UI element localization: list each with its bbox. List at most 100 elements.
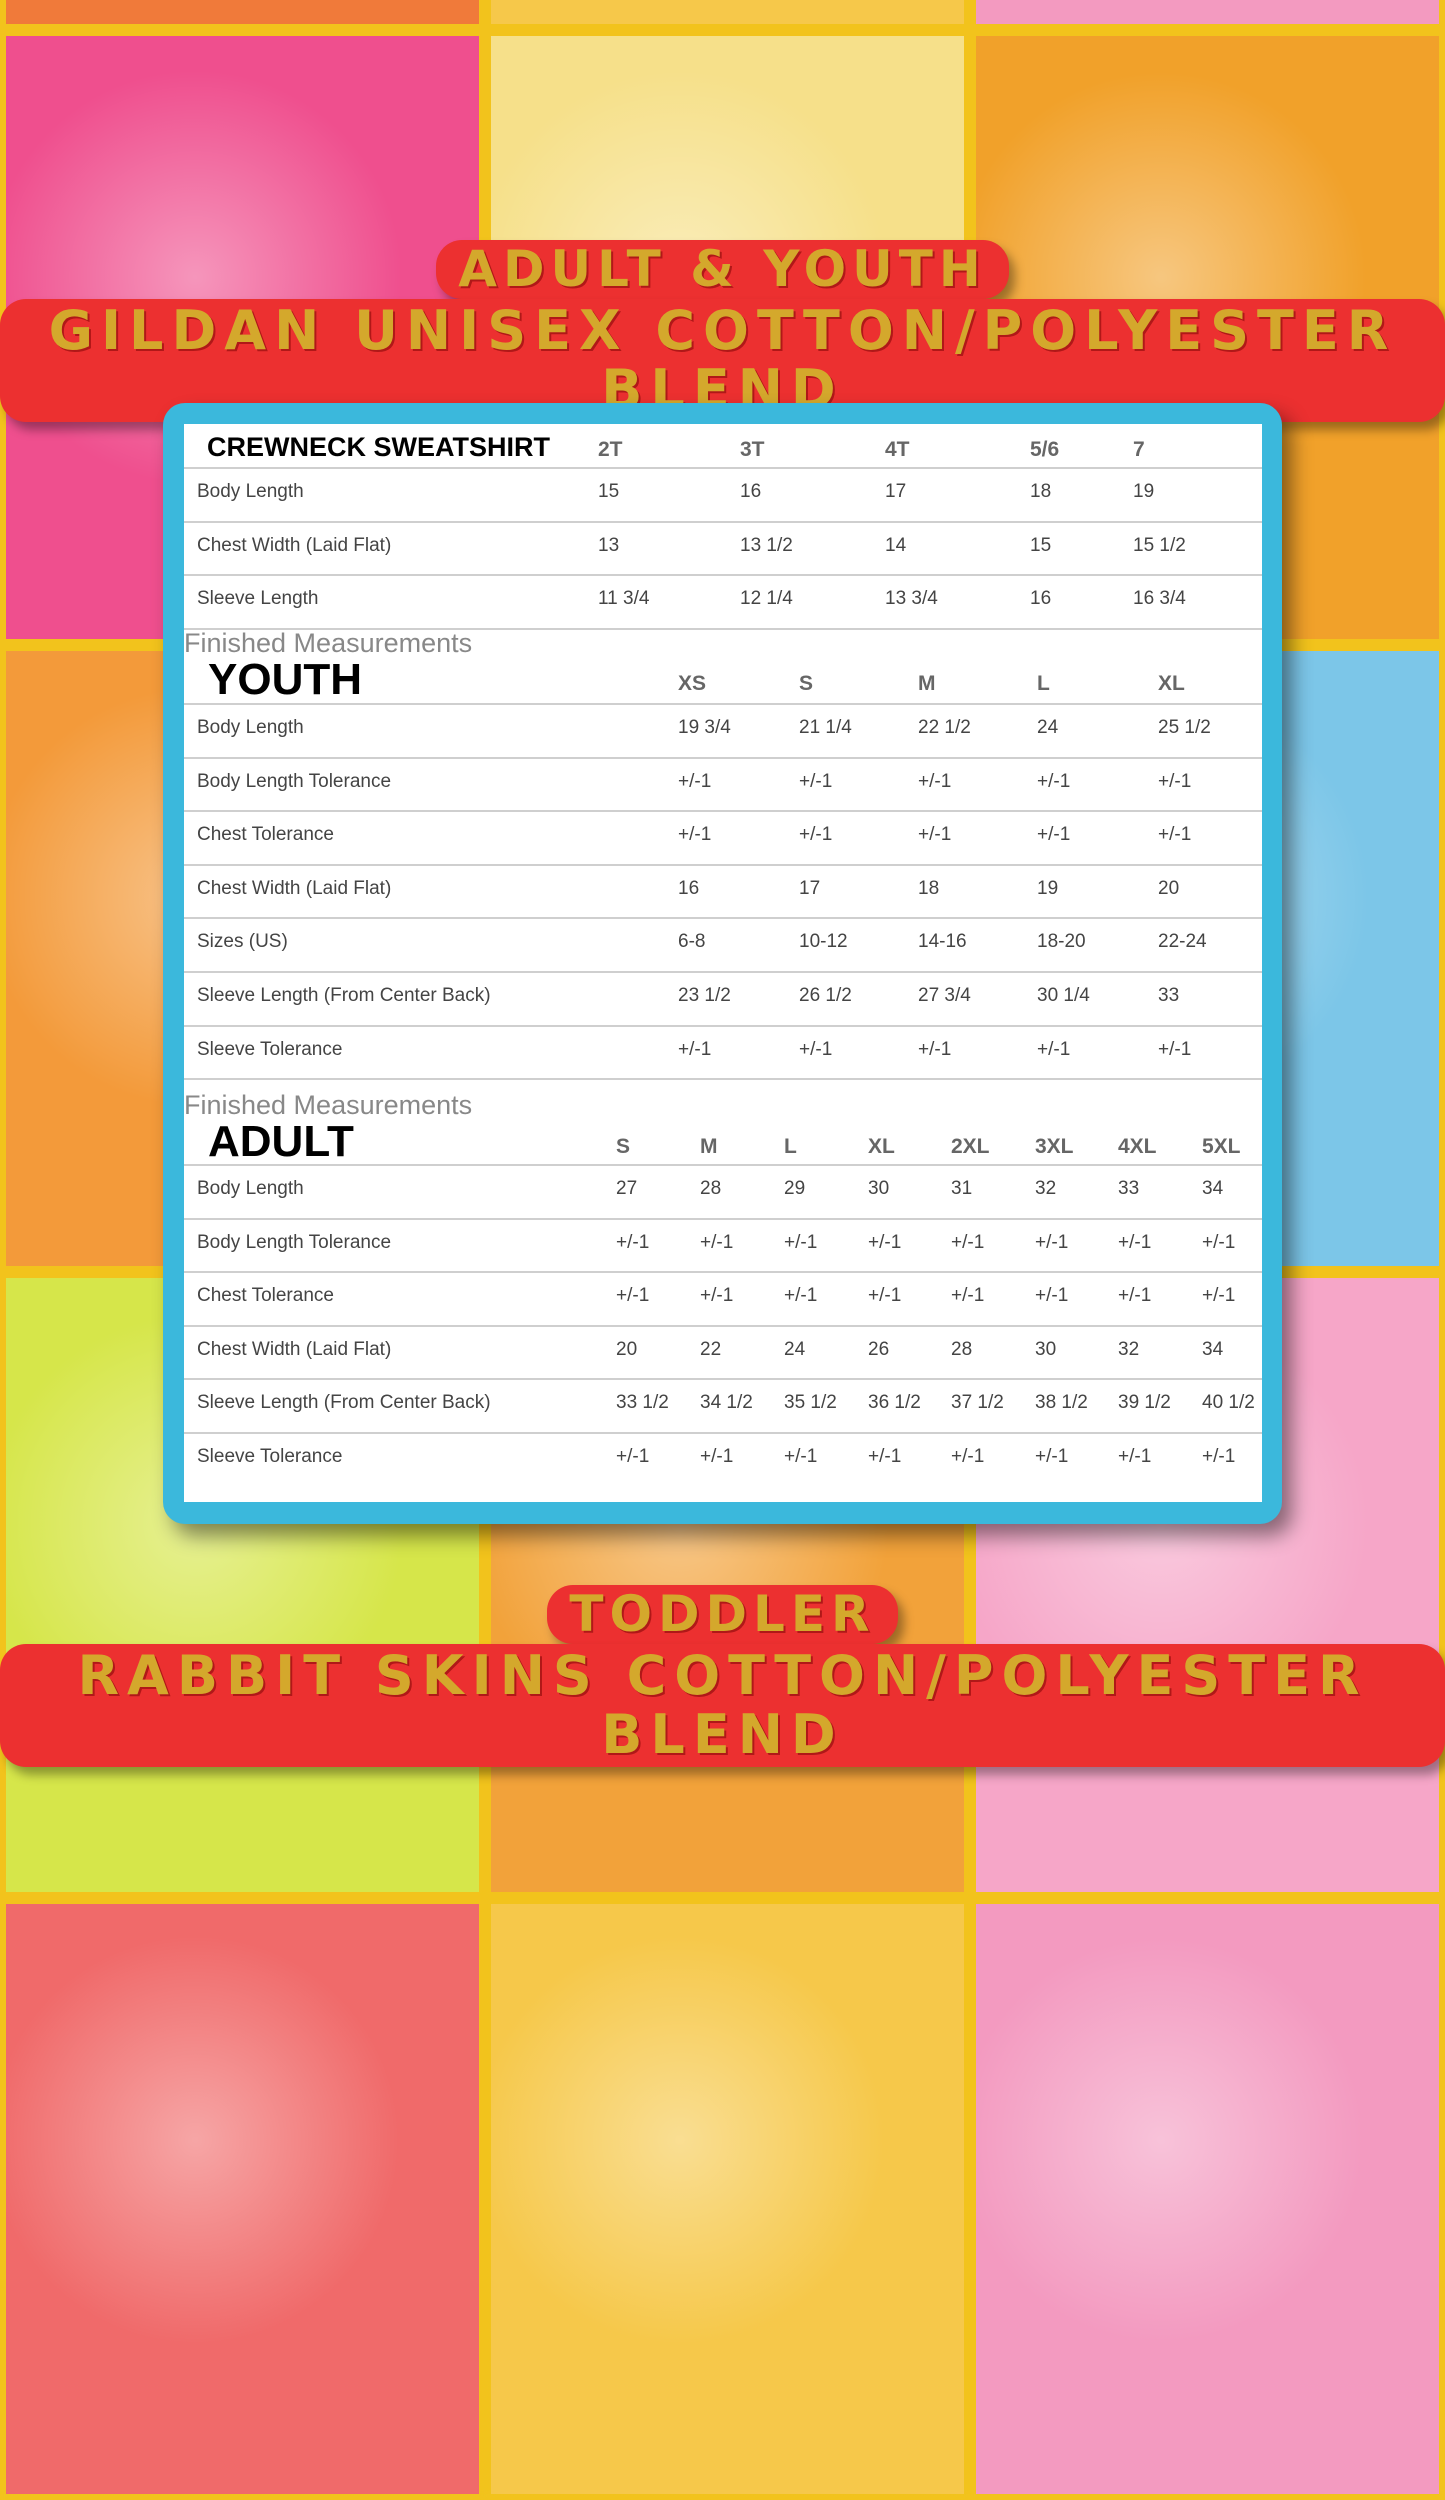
row-label: Sizes (US) (197, 931, 288, 953)
table-cell: +/-1 (918, 1038, 952, 1060)
row-divider (184, 467, 1262, 469)
table-cell: 39 1/2 (1118, 1392, 1171, 1414)
table-cell: +/-1 (868, 1446, 902, 1467)
row-label: Sleeve Length (From Center Back) (197, 1392, 491, 1414)
size-header: 4T (885, 438, 910, 461)
table-cell: 26 1/2 (799, 985, 852, 1006)
table-cell: 19 (1133, 481, 1155, 502)
table-cell: +/-1 (1037, 770, 1071, 792)
table-cell: 13 1/2 (740, 534, 793, 556)
table-cell: +/-1 (918, 770, 952, 792)
table-cell: 20 (616, 1338, 638, 1360)
table-cell: 21 1/4 (799, 717, 852, 738)
row-divider (184, 917, 1262, 920)
row-divider (184, 1432, 1262, 1434)
table-cell: 15 (1030, 534, 1052, 556)
table-cell: +/-1 (678, 1038, 712, 1060)
size-header: M (700, 1135, 718, 1158)
row-divider (184, 1024, 1262, 1027)
table-cell: +/-1 (1118, 1285, 1152, 1307)
row-label: Body Length Tolerance (197, 770, 392, 792)
table-cell: +/-1 (1035, 1231, 1069, 1253)
table-cell: 11 3/4 (598, 588, 650, 609)
table-cell: 38 1/2 (1035, 1392, 1088, 1414)
table-cell: 18 (918, 877, 940, 899)
size-header: S (616, 1135, 631, 1158)
table-cell: 22 1/2 (918, 717, 971, 738)
table-cell: +/-1 (951, 1231, 985, 1253)
row-divider (184, 756, 1262, 759)
table-cell: +/-1 (799, 770, 833, 792)
table-cell: +/-1 (1158, 824, 1192, 846)
table-cell: 33 (1158, 985, 1180, 1006)
row-label: Sleeve Length (From Center Back) (197, 985, 491, 1006)
table-cell: 37 1/2 (951, 1392, 1004, 1414)
table-cell: 16 (678, 877, 700, 899)
background-tile (485, 0, 970, 30)
table-cell: +/-1 (784, 1285, 818, 1307)
table-cell: 27 (616, 1178, 638, 1199)
background-tile (0, 1898, 485, 2500)
table-cell: 35 1/2 (784, 1392, 837, 1414)
table-cell: +/-1 (1158, 770, 1192, 792)
table-cell: +/-1 (1037, 824, 1071, 846)
table-cell: 30 (868, 1178, 890, 1199)
row-divider (184, 1271, 1262, 1274)
row-label: Chest Tolerance (197, 1285, 334, 1307)
table-cell: +/-1 (678, 824, 712, 846)
size-header: 2XL (951, 1135, 990, 1158)
table-cell: 26 (868, 1338, 890, 1360)
table-cell: 17 (799, 877, 821, 899)
section-title: YOUTH (208, 655, 362, 704)
table-cell: 33 1/2 (616, 1392, 669, 1414)
section-caption: Finished Measurements (184, 1090, 473, 1120)
table-cell: 36 1/2 (868, 1392, 921, 1414)
table-cell: +/-1 (616, 1231, 650, 1253)
table-cell: +/-1 (951, 1285, 985, 1307)
table-cell: +/-1 (784, 1446, 818, 1467)
size-header: L (784, 1135, 797, 1158)
header-line2: GILDAN UNISEX COTTON/POLYESTER BLEND (0, 299, 1445, 422)
table-cell: +/-1 (1118, 1231, 1152, 1253)
table-cell: 20 (1158, 877, 1180, 899)
table-cell: 15 1/2 (1133, 534, 1186, 556)
table-cell: 12 1/4 (740, 588, 793, 609)
row-divider (184, 1078, 1262, 1081)
table-cell: +/-1 (700, 1446, 734, 1467)
table-cell: +/-1 (1037, 1038, 1071, 1060)
table-cell: 28 (700, 1178, 722, 1199)
table-cell: 40 1/2 (1202, 1392, 1255, 1414)
table-cell: 28 (951, 1338, 973, 1360)
table-cell: 29 (784, 1178, 806, 1199)
row-divider (184, 1378, 1262, 1381)
row-divider (184, 703, 1262, 705)
row-divider (184, 520, 1262, 523)
table-cell: +/-1 (799, 1038, 833, 1060)
table-cell: 25 1/2 (1158, 717, 1211, 738)
row-divider (184, 1324, 1262, 1327)
table-cell: +/-1 (918, 824, 952, 846)
table-cell: 34 (1202, 1338, 1224, 1360)
table-cell: +/-1 (1035, 1285, 1069, 1307)
size-header: XS (678, 672, 707, 695)
table-cell: +/-1 (700, 1231, 734, 1253)
size-header: 4XL (1118, 1135, 1157, 1158)
table-cell: 16 (740, 481, 762, 502)
table-cell: 6-8 (678, 931, 706, 953)
table-cell: +/-1 (678, 770, 712, 792)
table-cell: 30 (1035, 1338, 1057, 1360)
table-cell: +/-1 (1035, 1446, 1069, 1467)
table-cell: 34 1/2 (700, 1392, 753, 1414)
table-cell: 24 (1037, 717, 1059, 738)
row-label: Sleeve Tolerance (197, 1038, 343, 1060)
table-cell: 24 (784, 1338, 806, 1360)
table-cell: 13 (598, 534, 620, 556)
table-cell: 27 3/4 (918, 985, 971, 1006)
size-header: 3XL (1035, 1135, 1074, 1158)
size-header: 7 (1133, 438, 1145, 461)
row-divider (184, 863, 1262, 866)
row-label: Chest Width (Laid Flat) (197, 534, 392, 556)
table-cell: 19 3/4 (678, 717, 731, 738)
table-cell: 17 (885, 481, 907, 502)
table-cell: +/-1 (1202, 1446, 1236, 1467)
